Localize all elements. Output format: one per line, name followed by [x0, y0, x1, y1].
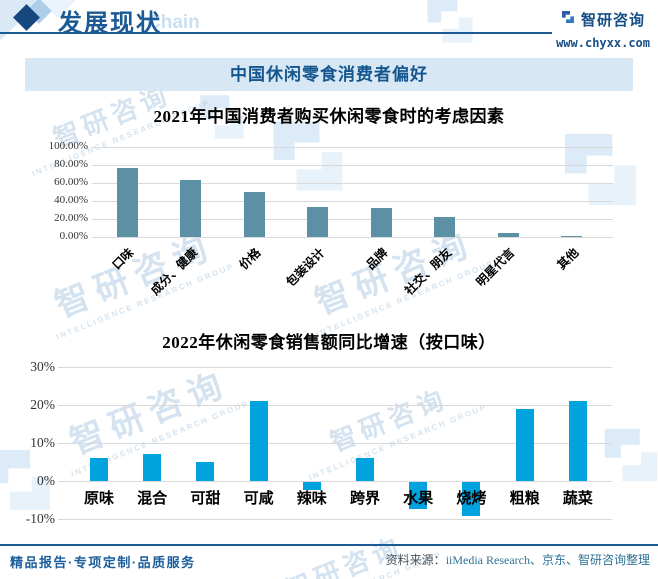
x-axis-label: 烧烤: [456, 491, 487, 507]
website-url: www.chyxx.com: [556, 36, 650, 50]
x-axis-label: 混合: [137, 491, 168, 507]
y-axis-tick-label: 0%: [37, 472, 55, 488]
gridline: [92, 237, 613, 238]
bar: [356, 458, 374, 481]
gridline: [92, 165, 613, 166]
gridline: [92, 219, 613, 220]
bar: [196, 462, 215, 481]
gridline: [58, 481, 612, 482]
x-axis-label: 可甜: [190, 491, 221, 507]
bar: [497, 233, 519, 237]
x-axis-label: 可咸: [243, 491, 274, 507]
gridline: [92, 201, 613, 202]
source-text: iiMedia Research、京东、智研咨询整理: [445, 553, 650, 567]
gridline: [58, 405, 612, 406]
bar: [90, 458, 108, 481]
brand-name: 智研咨询: [581, 12, 646, 29]
gridline: [58, 519, 612, 520]
y-axis-tick-label: 0.00%: [59, 230, 88, 243]
bar: [143, 454, 162, 481]
y-axis-tick-label: 30%: [30, 358, 55, 374]
bar: [409, 482, 428, 509]
x-axis-label: 粗粮: [509, 491, 540, 507]
bar: [434, 217, 455, 237]
banner-title: 中国休闲零食消费者偏好: [230, 65, 428, 84]
y-axis-tick-label: 10%: [30, 434, 55, 450]
bar: [561, 236, 582, 238]
x-axis-label: 蔬菜: [562, 491, 593, 507]
y-axis-tick-label: 60.00%: [54, 176, 88, 189]
bar: [462, 482, 481, 517]
bar: [568, 401, 587, 481]
bar: [307, 207, 328, 237]
x-axis-label: 辣味: [296, 491, 327, 507]
bar: [116, 167, 138, 237]
footer-tagline: 精品报告·专项定制·品质服务: [10, 555, 196, 570]
banner: 中国休闲零食消费者偏好: [25, 58, 633, 91]
y-axis-tick-label: -10%: [25, 510, 55, 526]
bar: [243, 192, 265, 237]
x-axis-label: 原味: [83, 491, 114, 507]
chart1-title: 2021年中国消费者购买休闲零食时的考虑因素: [153, 107, 505, 126]
header-divider: [0, 32, 552, 34]
y-axis-tick-label: 20.00%: [54, 212, 88, 225]
header-watermark-text: Chain: [147, 12, 200, 33]
y-axis-tick-label: 40.00%: [54, 194, 88, 207]
y-axis-tick-label: 20%: [30, 396, 55, 412]
gridline: [58, 443, 612, 444]
gridline: [92, 183, 613, 184]
footer-divider: [0, 544, 658, 546]
x-axis-label: 水果: [403, 491, 434, 507]
section-title: 发展现状: [58, 10, 162, 37]
bar: [180, 180, 201, 237]
x-axis-label: 跨界: [349, 491, 380, 507]
bar: [370, 208, 392, 237]
bar: [302, 482, 321, 490]
bar: [249, 401, 268, 481]
chart2-title: 2022年休闲零食销售额同比增速（按口味）: [162, 333, 496, 352]
source-label: 资料来源：: [385, 553, 446, 567]
gridline: [92, 147, 613, 148]
data-source: 资料来源：iiMedia Research、京东、智研咨询整理: [386, 551, 650, 568]
bar: [515, 408, 534, 481]
y-axis-tick-label: 100.00%: [48, 140, 88, 153]
gridline: [58, 367, 612, 368]
y-axis-tick-label: 80.00%: [54, 158, 88, 171]
